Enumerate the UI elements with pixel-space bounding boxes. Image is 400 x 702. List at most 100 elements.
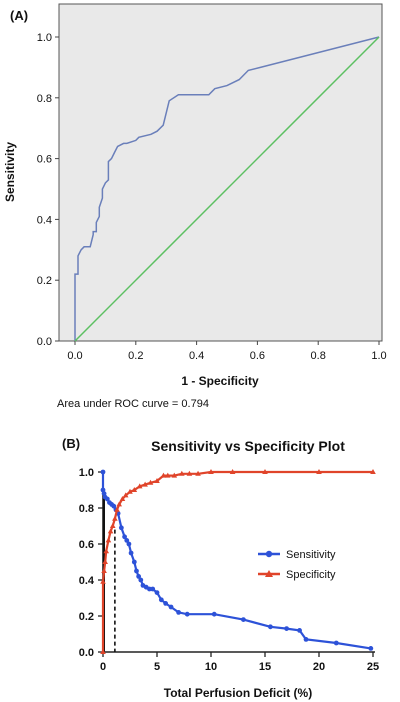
sensitivity-point	[118, 525, 124, 531]
sensitivity-point	[158, 597, 164, 603]
sensitivity-point	[184, 611, 190, 617]
sens-spec-x-tick-label: 10	[205, 661, 217, 673]
sens-spec-panel: (B) Sensitivity vs Specificity Plot 0.0 0…	[62, 436, 379, 700]
sens-spec-x-tick-label: 15	[259, 661, 271, 673]
legend-label-specificity: Specificity	[286, 569, 336, 581]
sensitivity-point	[268, 624, 273, 630]
roc-plot-area	[58, 3, 383, 342]
legend-label-sensitivity: Sensitivity	[286, 549, 336, 561]
sens-spec-y-tick-label: 0.8	[79, 503, 94, 515]
specificity-point	[119, 496, 126, 501]
legend-marker-specificity	[265, 570, 273, 577]
specificity-point	[147, 479, 154, 485]
specificity-point	[101, 568, 107, 573]
specificity-point	[370, 469, 376, 474]
roc-auc-annotation: Area under ROC curve = 0.794	[57, 398, 209, 410]
specificity-point	[262, 469, 268, 474]
specificity-point	[127, 488, 133, 494]
roc-x-tick-label: 0.8	[311, 350, 326, 362]
sens-spec-x-axis-label: Total Perfusion Deficit (%)	[164, 686, 312, 700]
specificity-point	[100, 578, 106, 584]
specificity-point	[103, 548, 110, 554]
specificity-point	[160, 472, 167, 478]
roc-y-axis-label: Sensitivity	[3, 142, 17, 202]
specificity-point	[102, 559, 108, 564]
specificity-point	[136, 483, 143, 489]
roc-x-tick-label: 0.0	[67, 350, 82, 362]
sensitivity-point	[368, 646, 374, 651]
sensitivity-point	[163, 601, 169, 606]
sens-spec-y-tick-label: 0.2	[79, 611, 94, 623]
roc-y-tick-label: 0.6	[37, 154, 52, 166]
specificity-point	[122, 492, 129, 498]
specificity-point	[131, 487, 138, 492]
specificity-point	[114, 506, 120, 512]
legend-marker-sensitivity	[265, 550, 273, 558]
sens-spec-y-tick-label: 0.6	[79, 539, 94, 551]
roc-x-tick-label: 0.2	[128, 350, 143, 362]
roc-x-tick-label: 0.6	[250, 350, 265, 362]
specificity-point	[316, 469, 322, 474]
sens-spec-x-tick-label: 0	[100, 661, 106, 673]
specificity-point	[229, 469, 236, 474]
sens-spec-x-tick-label: 25	[367, 661, 379, 673]
sensitivity-point	[131, 559, 137, 565]
specificity-point	[105, 537, 112, 543]
specificity-point	[186, 470, 193, 476]
sensitivity-point	[284, 626, 289, 631]
sensitivity-point	[176, 610, 182, 615]
specificity-point	[165, 472, 171, 478]
sens-spec-legend: Sensitivity Specificity	[258, 549, 336, 581]
sens-spec-y-tick-label: 0.4	[79, 575, 95, 587]
roc-y-tick-label: 0.4	[37, 214, 52, 226]
sensitivity-point	[211, 611, 217, 617]
specificity-point	[116, 501, 122, 507]
panel-b-label: (B)	[62, 436, 80, 451]
sensitivity-point	[297, 628, 302, 633]
panel-a-label: (A)	[10, 8, 28, 23]
sensitivity-point	[104, 496, 110, 502]
sensitivity-point	[134, 568, 139, 574]
specificity-point	[109, 523, 116, 528]
sensitivity-point	[100, 487, 106, 493]
roc-y-tick-label: 0.8	[37, 93, 52, 105]
sens-spec-x-tick-label: 5	[154, 661, 160, 673]
roc-reference-line	[74, 36, 380, 342]
sensitivity-point	[303, 637, 309, 642]
roc-panel: (A) 0.0 0.2 0.4 0.6 0.8 1.0 0.0 0.2 0.4 0.6 0.8 1.0…	[3, 3, 387, 410]
specificity-point	[154, 478, 160, 483]
sensitivity-point	[124, 538, 130, 543]
sens-spec-y-tick-label: 0.0	[79, 647, 94, 659]
roc-curve-line	[74, 36, 380, 341]
specificity-point	[100, 649, 106, 654]
sensitivity-point	[241, 617, 246, 622]
specificity-point	[107, 528, 114, 534]
sens-spec-x-tick-label: 20	[313, 661, 325, 673]
sensitivity-point	[122, 534, 127, 540]
sensitivity-point	[101, 491, 107, 496]
roc-x-tick-label: 1.0	[371, 350, 386, 362]
sens-spec-title: Sensitivity vs Specificity Plot	[151, 438, 345, 454]
specificity-point	[171, 472, 178, 478]
specificity-point	[179, 470, 185, 476]
specificity-line	[101, 470, 373, 652]
roc-y-tick-label: 0.2	[37, 275, 52, 287]
sensitivity-point	[128, 550, 134, 556]
roc-y-tick-label: 1.0	[37, 32, 52, 44]
sensitivity-point	[138, 577, 144, 583]
roc-y-tick-label: 0.0	[37, 336, 52, 348]
specificity-point	[195, 470, 201, 476]
roc-x-axis-label: 1 - Specificity	[181, 374, 259, 388]
sensitivity-point	[100, 469, 106, 475]
sensitivity-point	[154, 590, 160, 595]
specificity-point	[142, 481, 148, 487]
sensitivity-point	[111, 503, 117, 509]
sensitivity-point	[168, 604, 174, 610]
roc-x-tick-label: 0.4	[189, 350, 204, 362]
sensitivity-point	[136, 574, 142, 579]
sensitivity-point	[333, 640, 339, 646]
sensitivity-point	[150, 586, 156, 592]
sensitivity-point	[126, 541, 132, 547]
specificity-point	[208, 469, 214, 474]
